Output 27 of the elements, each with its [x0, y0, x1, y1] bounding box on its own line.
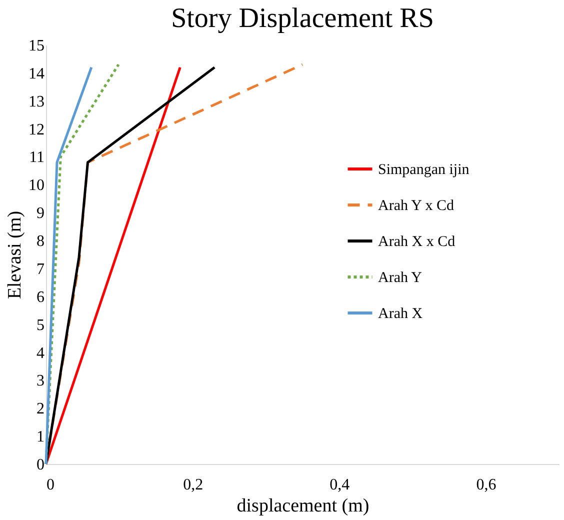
chart-title: Story Displacement RS [171, 3, 434, 34]
y-tick-label: 2 [36, 400, 44, 418]
x-tick-label: 0,2 [183, 476, 204, 494]
y-tick-label: 5 [36, 316, 44, 334]
y-tick-label: 6 [36, 288, 44, 306]
y-tick-label: 12 [28, 121, 44, 138]
y-tick-label: 4 [36, 344, 44, 362]
x-tick-label: 0,4 [330, 476, 350, 494]
y-tick-label: 10 [28, 177, 44, 194]
legend-label: Arah Y x Cd [378, 198, 454, 214]
x-tick-label: 0,6 [476, 476, 496, 494]
y-tick-label: 8 [36, 233, 44, 250]
y-tick-label: 0 [36, 456, 44, 474]
y-tick-label: 15 [28, 38, 44, 54]
y-tick-label: 13 [28, 93, 44, 110]
y-tick-label: 1 [36, 428, 44, 446]
legend-label: Arah Y [378, 270, 422, 286]
legend-label: Simpangan ijin [378, 162, 470, 178]
y-tick-label: 3 [36, 372, 44, 390]
legend-label: Arah X [378, 306, 423, 322]
y-axis-title: Elevasi (m) [4, 210, 26, 300]
legend-label: Arah X x Cd [378, 234, 456, 250]
y-tick-label: 7 [36, 260, 44, 278]
y-tick-label: 9 [36, 205, 44, 222]
y-tick-label: 11 [29, 149, 44, 166]
y-tick-label: 14 [28, 65, 44, 82]
x-axis-title: displacement (m) [236, 496, 370, 516]
